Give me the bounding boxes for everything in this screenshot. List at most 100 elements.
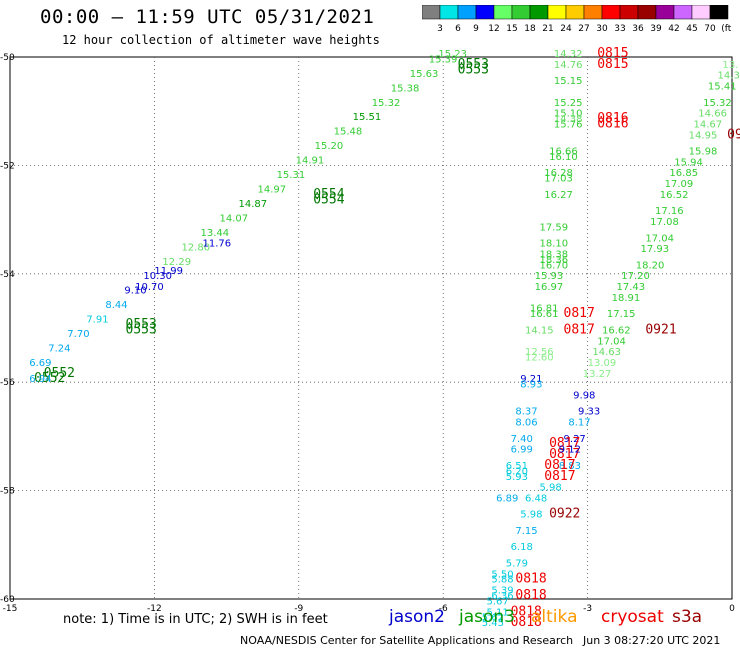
swh-value-label: 10.30 (143, 271, 172, 282)
timestamp-text: Jun 3 08:27:20 UTC 2021 (583, 634, 721, 647)
swh-value-label: 6.94 (29, 374, 51, 385)
swh-value-label: 18.38 (539, 250, 568, 261)
swh-value-label: 14.38 (554, 114, 583, 125)
swh-value-label: 5.67 (487, 596, 509, 607)
colorbar-label: (ft) (721, 24, 732, 34)
swh-value-label: 8.17 (568, 418, 590, 429)
colorbar-label: 21 (542, 24, 553, 34)
swh-value-label: 7.91 (86, 315, 108, 326)
page-title: 00:00 – 11:59 UTC 05/31/2021 (40, 6, 375, 28)
colorbar-label: 70 (704, 24, 716, 34)
swh-value-label: 14.07 (219, 213, 248, 224)
swh-value-label: 16.61 (530, 309, 559, 320)
y-tick-label: -54 (0, 270, 15, 280)
pass-time-label: 0553 (126, 322, 157, 337)
swh-value-label: 14.67 (693, 119, 722, 130)
swh-value-label: 17.43 (616, 282, 645, 293)
swh-value-label: 15.63 (410, 69, 439, 80)
swh-value-label: 5.11 (487, 607, 509, 618)
swh-value-label: 11.99 (154, 266, 183, 277)
swh-value-label: 12.56 (525, 347, 554, 358)
swh-value-label: 16.85 (669, 168, 698, 179)
pass-time-label: 0554 (313, 187, 344, 202)
legend-s3a: s3a (672, 607, 703, 627)
swh-value-label: 17.59 (539, 222, 568, 233)
colorbar-label: 18 (524, 24, 536, 34)
pass-time-label: 0553 (126, 317, 157, 332)
colorbar-label: 45 (686, 24, 697, 34)
swh-value-label: 5.50 (491, 569, 513, 580)
swh-value-label: 9.12 (559, 445, 581, 456)
swh-value-label: 15.20 (315, 141, 344, 152)
swh-value-label: 6.48 (525, 493, 547, 504)
y-tick-label: -58 (0, 487, 15, 497)
swh-value-label: 17.04 (645, 233, 674, 244)
swh-value-label: 15.23 (438, 49, 467, 60)
x-tick-label: -15 (3, 604, 18, 614)
map-frame (9, 56, 733, 600)
swh-value-label: 16.66 (549, 147, 578, 158)
swh-value-label: 18.36 (539, 255, 568, 266)
swh-value-label: 14.3 (718, 71, 740, 82)
swh-value-label: 17.93 (641, 244, 670, 255)
pass-time-label: 0818 (511, 615, 542, 630)
swh-value-label: 17.08 (650, 217, 679, 228)
swh-value-label: 14.66 (698, 109, 727, 120)
swh-value-label: 17.16 (655, 206, 684, 217)
swh-value-label: 16.10 (549, 152, 578, 163)
swh-value-label: 17.03 (544, 174, 573, 185)
swh-value-label: 16.97 (535, 282, 564, 293)
swh-value-label: 18.91 (612, 293, 641, 304)
swh-value-label: 14.87 (239, 199, 268, 210)
swh-value-label: 7.24 (48, 343, 70, 354)
swh-value-label: 5.45 (482, 618, 504, 629)
swh-value-label: 15.38 (391, 83, 420, 94)
swh-value-label: 16.52 (660, 190, 689, 201)
pass-time-label: 0817 (544, 469, 575, 484)
swh-value-label: 9.33 (578, 407, 600, 418)
swh-value-label: 9.10 (124, 286, 146, 297)
colorbar-label: 30 (596, 24, 608, 34)
pass-time-label: 0817 (564, 322, 595, 337)
swh-value-label: 6.20 (506, 466, 528, 477)
pass-time-label: 0815 (597, 46, 628, 61)
colorbar-swatch (709, 5, 729, 20)
pass-time-label: 0553 (458, 57, 489, 72)
swh-value-label: 16.70 (539, 260, 568, 271)
swh-value-label: 8.93 (520, 380, 542, 391)
pass-time-label: 0818 (515, 588, 546, 603)
swh-value-label: 15.41 (708, 82, 737, 93)
colorbar-label: 6 (455, 24, 461, 34)
swh-value-label: 7.15 (515, 526, 537, 537)
x-tick-label: -12 (147, 604, 162, 614)
swh-value-label: 5.88 (491, 575, 513, 586)
swh-value-label: 15.48 (334, 127, 363, 138)
legend-altika: altika (531, 607, 578, 627)
pass-time-label: 0921 (645, 322, 676, 337)
swh-value-label: 14.91 (296, 156, 325, 167)
pass-time-label: 0817 (544, 458, 575, 473)
swh-value-label: 12.80 (181, 242, 210, 253)
swh-value-label: 15.93 (535, 271, 564, 282)
pass-time-label: 0817 (549, 447, 580, 462)
swh-value-label: 15.98 (689, 147, 718, 158)
swh-value-label: 8.06 (515, 418, 537, 429)
swh-value-label: 17.09 (665, 179, 694, 190)
swh-value-label: 18.10 (539, 239, 568, 250)
units-note: note: 1) Time is in UTC; 2) SWH is in fe… (63, 612, 328, 627)
swh-value-label: 9.21 (520, 374, 542, 385)
colorbar-label: 15 (506, 24, 517, 34)
colorbar-label: 24 (560, 24, 572, 34)
pass-time-label: 0818 (511, 604, 542, 619)
swh-value-label: 15.94 (674, 157, 703, 168)
y-tick-label: -60 (0, 595, 15, 605)
y-tick-label: -50 (0, 53, 15, 63)
swh-value-label: 15.39 (429, 54, 458, 65)
swh-value-label: 10.70 (135, 282, 164, 293)
swh-value-label: 16.62 (602, 325, 631, 336)
swh-value-label: 15.51 (353, 112, 382, 123)
swh-value-label: 18.20 (636, 260, 665, 271)
pass-time-label: 0818 (515, 572, 546, 587)
colorbar-label: 36 (632, 24, 644, 34)
